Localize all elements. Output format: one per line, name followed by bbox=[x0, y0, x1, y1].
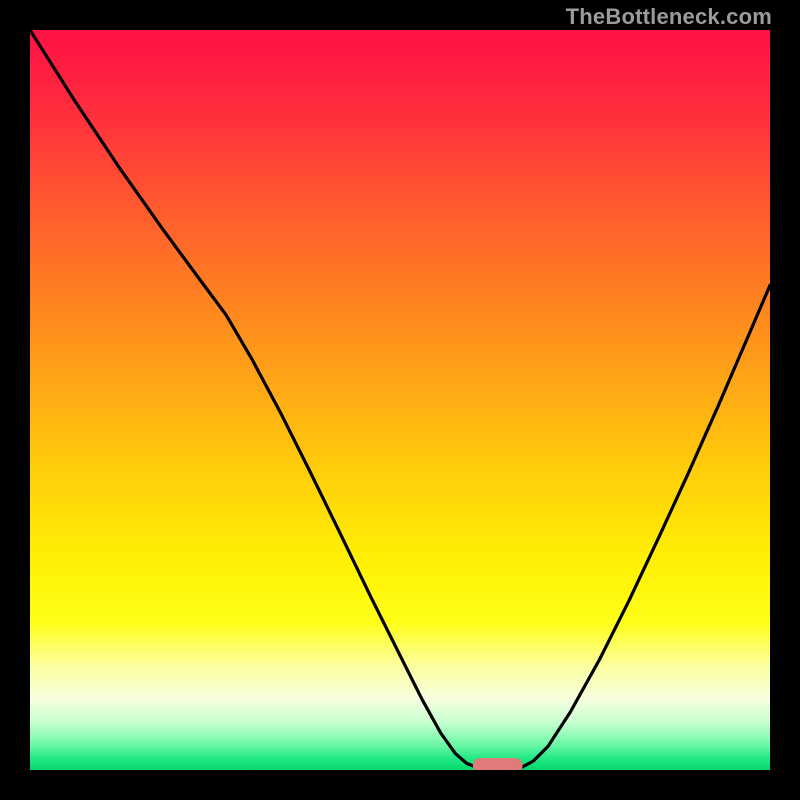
optimal-marker bbox=[473, 759, 522, 770]
plot-background bbox=[30, 30, 770, 770]
plot-svg bbox=[30, 30, 770, 770]
chart-frame: TheBottleneck.com bbox=[0, 0, 800, 800]
watermark-text: TheBottleneck.com bbox=[566, 4, 772, 30]
plot-area bbox=[30, 30, 770, 770]
